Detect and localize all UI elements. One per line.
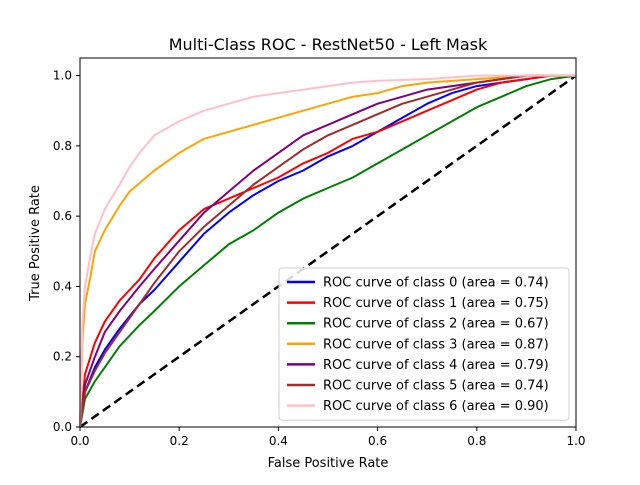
y-tick-label: 0.8 xyxy=(53,139,72,153)
x-tick-label: 0.0 xyxy=(70,434,89,448)
x-axis-label: False Positive Rate xyxy=(268,456,389,471)
roc-curve-class-0 xyxy=(79,74,576,428)
roc-curve-class-3 xyxy=(79,74,576,428)
y-tick-label: 0.2 xyxy=(53,350,72,364)
roc-curve-class-6 xyxy=(79,74,576,428)
x-tick-label: 1.0 xyxy=(566,434,585,448)
roc-curve-class-4 xyxy=(79,74,576,428)
legend-label-class-5: ROC curve of class 5 (area = 0.74) xyxy=(323,379,549,394)
y-tick-label: 0.0 xyxy=(53,420,72,434)
legend-box xyxy=(278,267,570,421)
legend-label-class-6: ROC curve of class 6 (area = 0.90) xyxy=(323,399,549,414)
x-tick-label: 0.8 xyxy=(467,434,486,448)
plot-frame xyxy=(79,57,577,428)
legend-label-class-0: ROC curve of class 0 (area = 0.74) xyxy=(323,276,549,291)
roc-curve-class-1 xyxy=(79,74,576,428)
x-tick-label: 0.6 xyxy=(368,434,387,448)
plot-area: 0.0 0.2 0.4 0.6 0.8 1.0 0.0 0.2 0.4 0.6 0.8 1.0 xyxy=(53,57,586,448)
x-tick-label: 0.4 xyxy=(269,434,288,448)
legend-label-class-1: ROC curve of class 1 (area = 0.75) xyxy=(323,296,549,311)
chart-title: Multi-Class ROC - RestNet50 - Left Mask xyxy=(169,35,488,54)
roc-curve-class-2 xyxy=(79,74,577,428)
y-tick-label: 0.4 xyxy=(53,279,72,293)
legend-label-class-2: ROC curve of class 2 (area = 0.67) xyxy=(323,317,549,332)
legend-label-class-4: ROC curve of class 4 (area = 0.79) xyxy=(323,358,549,373)
y-axis-label: True Positive Rate xyxy=(28,185,43,302)
chance-diagonal-line xyxy=(79,74,577,429)
x-tick-label: 0.2 xyxy=(170,434,189,448)
y-tick-label: 0.6 xyxy=(53,209,72,223)
legend: ROC curve of class 0 (area = 0.74) ROC cu… xyxy=(278,267,570,421)
legend-label-class-3: ROC curve of class 3 (area = 0.87) xyxy=(323,337,549,352)
roc-curve-class-5 xyxy=(79,74,576,428)
y-tick-label: 1.0 xyxy=(53,69,72,83)
